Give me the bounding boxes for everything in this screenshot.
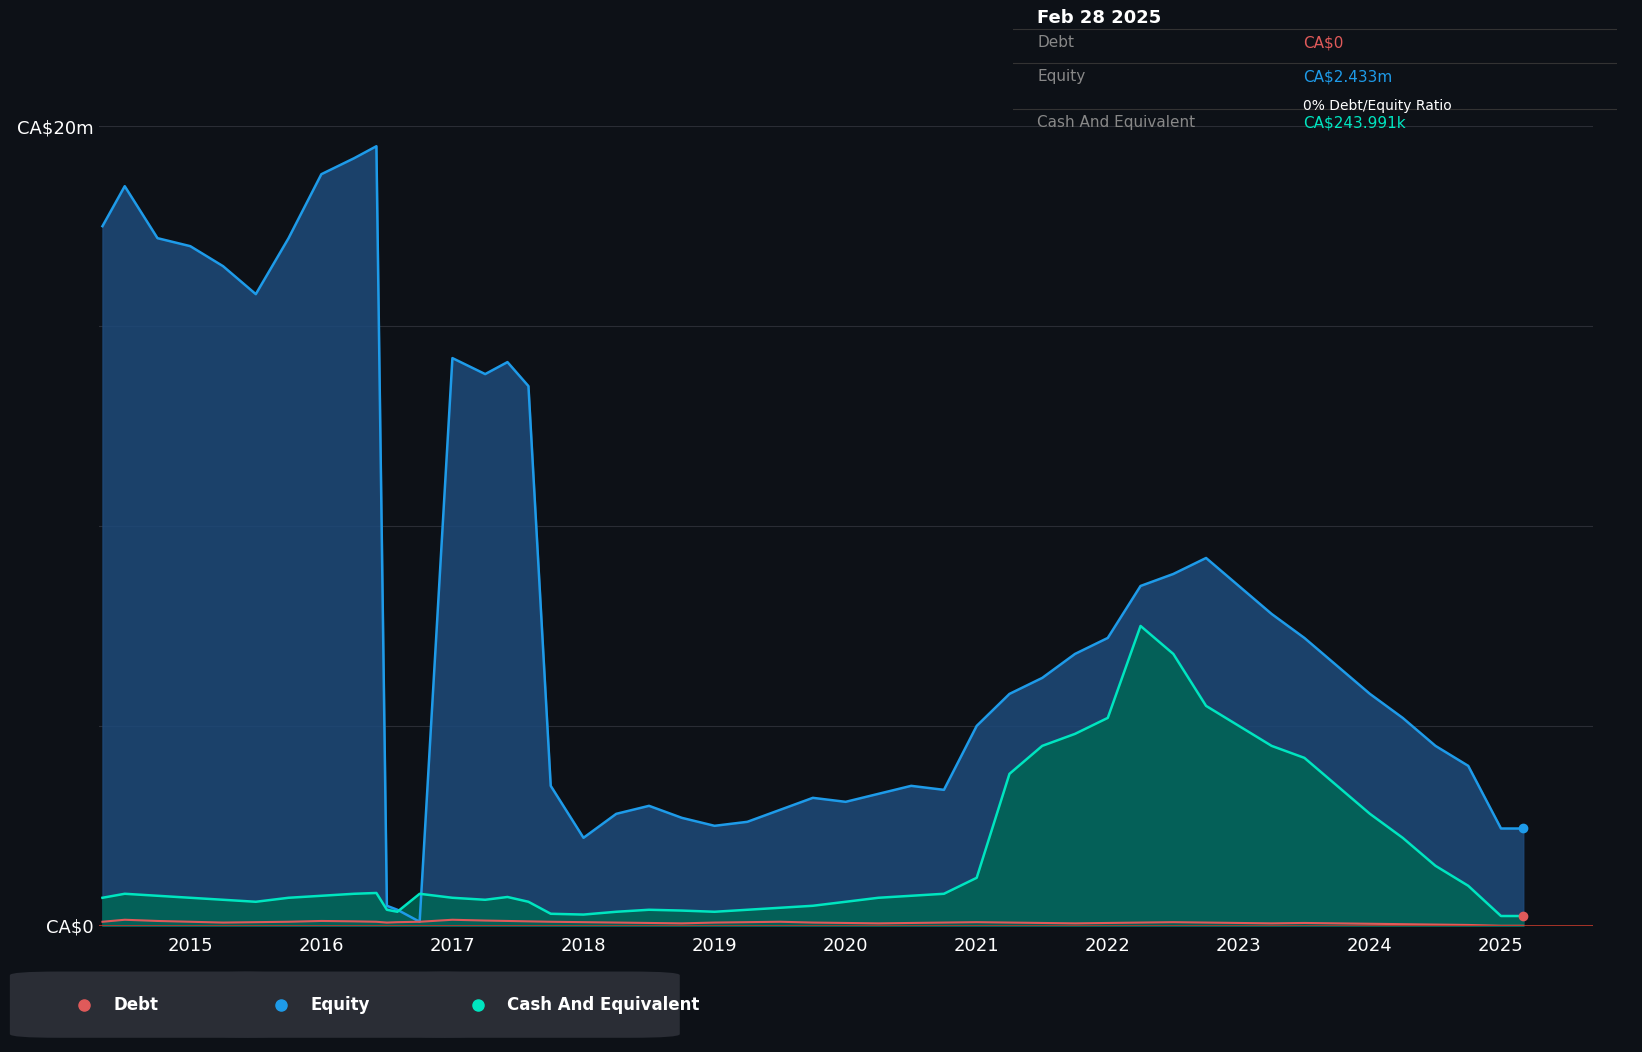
Text: Equity: Equity (310, 995, 369, 1014)
Text: 0% Debt/Equity Ratio: 0% Debt/Equity Ratio (1304, 99, 1452, 113)
Text: Debt: Debt (1038, 35, 1074, 50)
Text: Debt: Debt (113, 995, 158, 1014)
Text: Cash And Equivalent: Cash And Equivalent (1038, 115, 1195, 130)
FancyBboxPatch shape (404, 972, 680, 1037)
Text: Feb 28 2025: Feb 28 2025 (1038, 9, 1161, 27)
Text: CA$243.991k: CA$243.991k (1304, 115, 1406, 130)
FancyBboxPatch shape (10, 972, 286, 1037)
Text: CA$2.433m: CA$2.433m (1304, 69, 1392, 84)
Text: Equity: Equity (1038, 69, 1085, 84)
FancyBboxPatch shape (207, 972, 483, 1037)
Text: CA$0: CA$0 (1304, 35, 1343, 50)
Text: Cash And Equivalent: Cash And Equivalent (507, 995, 699, 1014)
